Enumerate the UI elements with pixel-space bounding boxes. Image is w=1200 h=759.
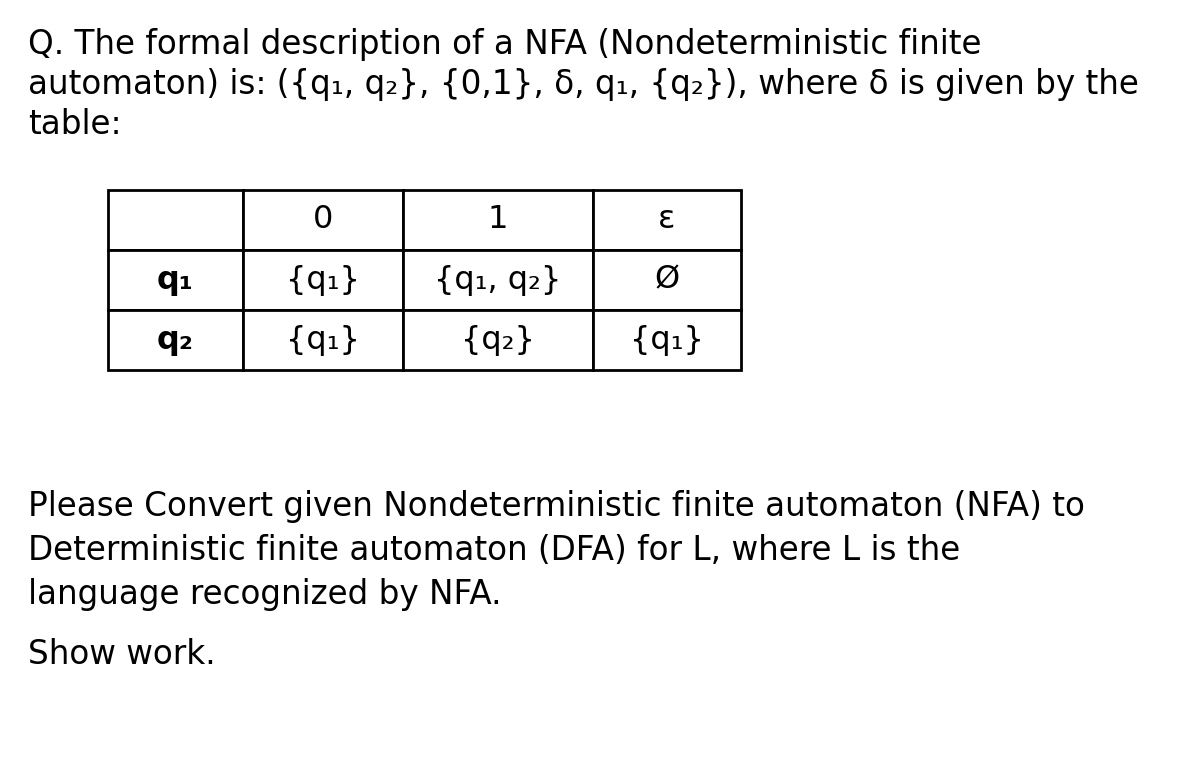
Bar: [242, 250, 403, 310]
Text: {q₁}: {q₁}: [286, 325, 360, 355]
Text: automaton) is: ({q₁, q₂}, {0,1}, δ, q₁, {q₂}), where δ is given by the: automaton) is: ({q₁, q₂}, {0,1}, δ, q₁, …: [28, 68, 1139, 101]
Text: Deterministic finite automaton (DFA) for L, where L is the: Deterministic finite automaton (DFA) for…: [28, 534, 960, 567]
Text: 1: 1: [487, 204, 509, 235]
Text: {q₁}: {q₁}: [630, 325, 704, 355]
Bar: [108, 190, 242, 250]
Bar: [593, 310, 742, 370]
Text: {q₂}: {q₂}: [461, 325, 535, 355]
Text: Show work.: Show work.: [28, 638, 216, 671]
Text: Ø: Ø: [654, 264, 679, 295]
Bar: [403, 190, 593, 250]
Text: Please Convert given Nondeterministic finite automaton (NFA) to: Please Convert given Nondeterministic fi…: [28, 490, 1085, 523]
Text: 0: 0: [313, 204, 334, 235]
Bar: [108, 310, 242, 370]
Bar: [593, 190, 742, 250]
Text: Q. The formal description of a NFA (Nondeterministic finite: Q. The formal description of a NFA (Nond…: [28, 28, 982, 61]
Bar: [403, 310, 593, 370]
Text: {q₁, q₂}: {q₁, q₂}: [434, 264, 562, 295]
Text: q₂: q₂: [157, 325, 194, 355]
Bar: [242, 190, 403, 250]
Text: language recognized by NFA.: language recognized by NFA.: [28, 578, 502, 611]
Text: q₁: q₁: [157, 264, 194, 295]
Bar: [242, 310, 403, 370]
Bar: [593, 250, 742, 310]
Text: ε: ε: [659, 204, 676, 235]
Bar: [403, 250, 593, 310]
Bar: [108, 250, 242, 310]
Text: {q₁}: {q₁}: [286, 264, 360, 295]
Text: table:: table:: [28, 108, 121, 141]
